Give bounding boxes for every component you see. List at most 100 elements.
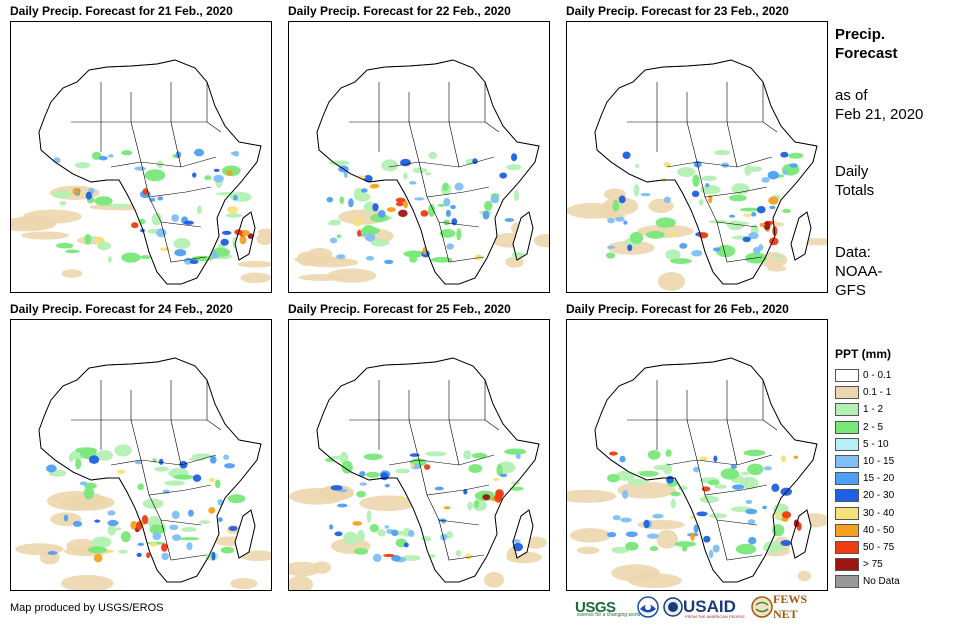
precip-cell <box>68 453 74 463</box>
precip-cell <box>412 167 428 174</box>
precip-cell <box>146 552 151 559</box>
precip-cell <box>198 520 211 524</box>
precip-cell <box>223 454 230 460</box>
precip-cell <box>670 491 681 497</box>
precip-cell <box>617 202 622 211</box>
heavy-precip-cell <box>239 235 247 245</box>
precip-cell <box>161 552 169 561</box>
precip-map-24-feb[interactable] <box>10 319 272 591</box>
precip-cell <box>233 194 238 201</box>
precip-cell <box>693 524 699 534</box>
precip-cell <box>455 550 462 557</box>
legend-label: 10 - 15 <box>863 456 895 468</box>
precip-cell <box>330 485 343 491</box>
precip-cell <box>149 524 166 535</box>
precip-cell <box>703 535 711 543</box>
country-border <box>170 121 182 168</box>
precip-cell <box>224 463 236 469</box>
precip-cell <box>712 247 721 252</box>
precip-cell <box>359 482 368 486</box>
precip-cell <box>353 547 369 555</box>
coastline <box>594 357 818 583</box>
country-border <box>206 82 222 133</box>
precip-map-26-feb[interactable] <box>566 319 828 591</box>
precip-cell <box>747 519 756 525</box>
precip-map-23-feb[interactable] <box>566 21 828 293</box>
precip-cell <box>181 526 197 533</box>
precip-cell <box>713 455 718 462</box>
precip-cell <box>409 181 417 185</box>
light-rain-area <box>569 528 611 543</box>
precip-cell <box>761 177 770 183</box>
precip-cell <box>414 197 425 201</box>
precip-cell <box>191 453 213 459</box>
heavy-precip-cell <box>386 207 396 213</box>
precip-cell <box>46 464 57 473</box>
legend-item: 10 - 15 <box>835 453 965 470</box>
light-rain-area <box>657 272 686 291</box>
precip-cell <box>699 495 720 504</box>
precip-cell <box>174 249 187 257</box>
light-rain-area <box>289 561 321 577</box>
light-rain-area <box>61 269 83 278</box>
precip-map-21-feb[interactable] <box>10 21 272 293</box>
precip-cell <box>708 195 713 204</box>
precip-cell <box>336 254 346 260</box>
precip-cell <box>394 530 413 536</box>
fews-net-logo: FEWS NET <box>773 592 808 621</box>
sidebar-title: Precip. Forecast <box>835 25 955 63</box>
legend-label: 0.1 - 1 <box>863 387 892 399</box>
precip-cell <box>666 475 674 484</box>
precip-cell <box>739 207 760 212</box>
precip-cell <box>171 214 180 222</box>
precip-cell <box>420 210 429 217</box>
precip-map-22-feb[interactable] <box>288 21 550 293</box>
precip-cell <box>403 172 408 180</box>
precip-cell <box>330 455 349 460</box>
legend-item: > 75 <box>835 556 965 573</box>
light-rain-area <box>256 232 271 246</box>
precip-cell <box>370 183 380 189</box>
precip-cell <box>767 170 779 180</box>
country-border <box>666 454 773 466</box>
precip-cell <box>445 531 454 539</box>
precip-cell <box>439 228 456 238</box>
country-border <box>726 419 738 466</box>
precip-cell <box>363 453 383 461</box>
heavy-precip-cell <box>395 197 406 203</box>
coastline <box>594 59 818 285</box>
panel-title: Daily Precip. Forecast for 23 Feb., 2020 <box>566 4 789 18</box>
sidebar-title-line1: Precip. <box>835 26 886 43</box>
sidebar-title-line2: Forecast <box>835 45 898 62</box>
precip-cell <box>793 455 799 460</box>
precip-cell <box>211 551 216 561</box>
heavy-precip-cell <box>494 493 503 502</box>
precip-cell <box>329 237 338 244</box>
precip-cell <box>372 553 382 563</box>
precip-cell <box>513 189 520 202</box>
precip-cell <box>465 553 472 560</box>
legend-swatch <box>835 558 859 572</box>
precip-cell <box>363 201 376 213</box>
precip-map-25-feb[interactable] <box>288 319 550 591</box>
legend-label: No Data <box>863 576 900 588</box>
precip-cell <box>696 511 708 517</box>
usgs-tagline: science for a changing world <box>577 612 641 618</box>
country-border <box>160 519 207 561</box>
precip-cell <box>701 175 717 182</box>
precip-cell <box>647 450 661 460</box>
light-rain-area <box>797 570 812 582</box>
precip-cell <box>144 169 166 182</box>
precip-cell <box>622 489 629 499</box>
precip-cell <box>443 197 451 207</box>
precip-cell <box>192 474 202 482</box>
light-rain-area <box>237 261 271 268</box>
totals-label: Daily Totals <box>835 162 960 200</box>
precip-cell <box>490 195 500 204</box>
precip-cell <box>381 159 399 172</box>
precip-cell <box>365 233 376 242</box>
legend-swatch <box>835 540 859 554</box>
precip-cell <box>209 455 217 464</box>
precip-cell <box>751 212 757 217</box>
state-dept-seal-icon <box>663 594 683 620</box>
